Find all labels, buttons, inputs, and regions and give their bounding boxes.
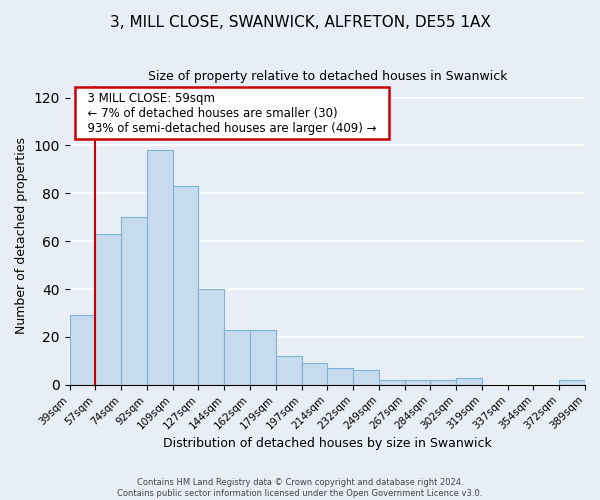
Text: Contains HM Land Registry data © Crown copyright and database right 2024.
Contai: Contains HM Land Registry data © Crown c… — [118, 478, 482, 498]
Bar — [70, 316, 95, 385]
Bar — [199, 289, 224, 385]
Bar — [121, 218, 147, 385]
Bar — [404, 380, 430, 385]
Title: Size of property relative to detached houses in Swanwick: Size of property relative to detached ho… — [148, 70, 507, 83]
Text: 3, MILL CLOSE, SWANWICK, ALFRETON, DE55 1AX: 3, MILL CLOSE, SWANWICK, ALFRETON, DE55 … — [110, 15, 490, 30]
Y-axis label: Number of detached properties: Number of detached properties — [15, 136, 28, 334]
Bar — [353, 370, 379, 385]
Bar — [250, 330, 276, 385]
Bar — [173, 186, 199, 385]
Text: 3 MILL CLOSE: 59sqm
  ← 7% of detached houses are smaller (30)
  93% of semi-det: 3 MILL CLOSE: 59sqm ← 7% of detached hou… — [80, 92, 384, 134]
Bar — [147, 150, 173, 385]
Bar — [430, 380, 456, 385]
X-axis label: Distribution of detached houses by size in Swanwick: Distribution of detached houses by size … — [163, 437, 492, 450]
Bar — [95, 234, 121, 385]
Bar — [276, 356, 302, 385]
Bar — [456, 378, 482, 385]
Bar — [224, 330, 250, 385]
Bar — [328, 368, 353, 385]
Bar — [559, 380, 585, 385]
Bar — [302, 364, 328, 385]
Bar — [379, 380, 404, 385]
